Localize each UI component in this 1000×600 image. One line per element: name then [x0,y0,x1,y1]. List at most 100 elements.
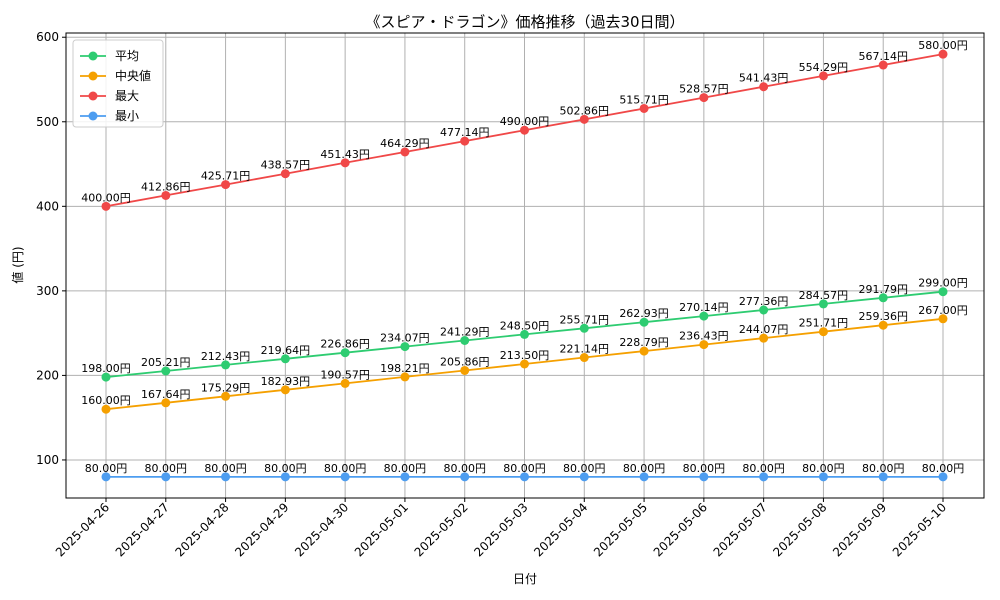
data-point [818,472,828,482]
x-tick-label: 2025-05-08 [770,500,829,559]
data-point [221,180,231,190]
x-tick-label: 2025-05-07 [711,500,770,559]
data-point [818,71,828,81]
data-label: 175.29円 [201,381,251,394]
data-point [938,287,948,297]
y-tick-label: 400 [36,199,59,213]
data-point [520,359,529,369]
data-label: 528.57円 [679,83,729,96]
data-label: 267.00円 [918,304,968,317]
data-point [878,320,888,330]
legend-marker [88,51,98,61]
data-point [639,317,649,327]
y-axis-label: 値 (円) [10,246,25,283]
x-tick-label: 2025-05-05 [591,500,650,559]
data-label: 198.21円 [380,362,430,375]
data-label: 205.21円 [141,356,191,369]
data-point [460,136,470,146]
data-point [759,305,769,315]
data-point [938,472,948,482]
data-label: 567.14円 [858,50,908,63]
data-point [579,114,589,124]
legend-label: 平均 [115,49,139,63]
data-point [280,472,290,482]
data-label: 198.00円 [81,362,131,375]
data-label: 412.86円 [141,180,191,193]
data-point [579,472,589,482]
x-tick-label: 2025-05-03 [471,500,530,559]
data-point [221,391,231,401]
data-point [938,49,948,59]
data-label: 400.00円 [81,191,131,204]
data-point [400,147,410,157]
data-point [340,472,350,482]
x-tick-label: 2025-04-29 [232,500,291,559]
data-point [460,365,470,375]
data-label-layer: 198.00円 205.21円 212.43円 219.64円 226.86円 234.0… [81,39,968,475]
data-point [639,346,649,356]
data-label: 182.93円 [261,375,311,388]
y-tick-label: 500 [36,115,59,129]
data-point [520,329,529,339]
data-label: 284.57円 [799,289,849,302]
data-point [161,472,171,482]
data-point [579,323,589,333]
data-label: 80.00円 [384,462,427,475]
data-label: 80.00円 [443,462,486,475]
data-label: 221.14円 [560,343,610,356]
legend-label: 最小 [115,109,139,123]
data-point [818,299,828,309]
data-label: 248.50円 [500,319,550,332]
x-tick-label: 2025-05-01 [352,500,411,559]
x-tick-label: 2025-05-02 [412,500,471,559]
data-label: 205.86円 [440,355,490,368]
data-label: 226.86円 [320,338,370,351]
data-point [340,348,350,358]
data-point [101,372,111,382]
data-point [520,472,529,482]
data-point [400,472,410,482]
legend-label: 中央値 [115,68,151,83]
data-point [400,342,410,352]
legend-marker [88,91,98,101]
x-axis-label: 日付 [513,572,537,586]
data-label: 80.00円 [204,462,247,475]
data-label: 234.07円 [380,332,430,345]
data-label: 541.43円 [739,72,789,85]
x-tick-label: 2025-05-04 [531,500,590,559]
data-point [759,82,769,92]
data-label: 515.71円 [619,93,669,106]
y-tick-label: 200 [36,368,59,382]
data-label: 80.00円 [264,462,307,475]
x-tick-layer: 2025-04-26 2025-04-27 2025-04-28 2025-04-29… [53,498,949,559]
data-label: 190.57円 [320,368,370,381]
data-label: 236.43円 [679,330,729,343]
legend-marker [88,71,98,81]
data-point [639,103,649,113]
data-label: 251.71円 [799,317,849,330]
y-tick-label: 600 [36,30,59,44]
data-label: 554.29円 [799,61,849,74]
data-point [280,385,290,395]
data-point [280,354,290,364]
data-point [699,472,709,482]
data-point [818,327,828,337]
data-point [340,378,350,388]
data-label: 259.36円 [858,310,908,323]
data-label: 451.43円 [320,148,370,161]
data-point [699,311,709,321]
data-label: 213.50円 [500,349,550,362]
x-tick-label: 2025-04-26 [53,500,112,559]
data-point [878,293,888,303]
data-point [579,353,589,363]
data-point [699,93,709,103]
x-tick-label: 2025-04-27 [113,500,172,559]
data-label: 80.00円 [922,462,965,475]
data-label: 580.00円 [918,39,968,52]
grid-layer [66,33,984,498]
data-label: 270.14円 [679,301,729,314]
x-tick-label: 2025-05-09 [830,500,889,559]
data-point [280,169,290,179]
data-label: 219.64円 [261,344,311,357]
